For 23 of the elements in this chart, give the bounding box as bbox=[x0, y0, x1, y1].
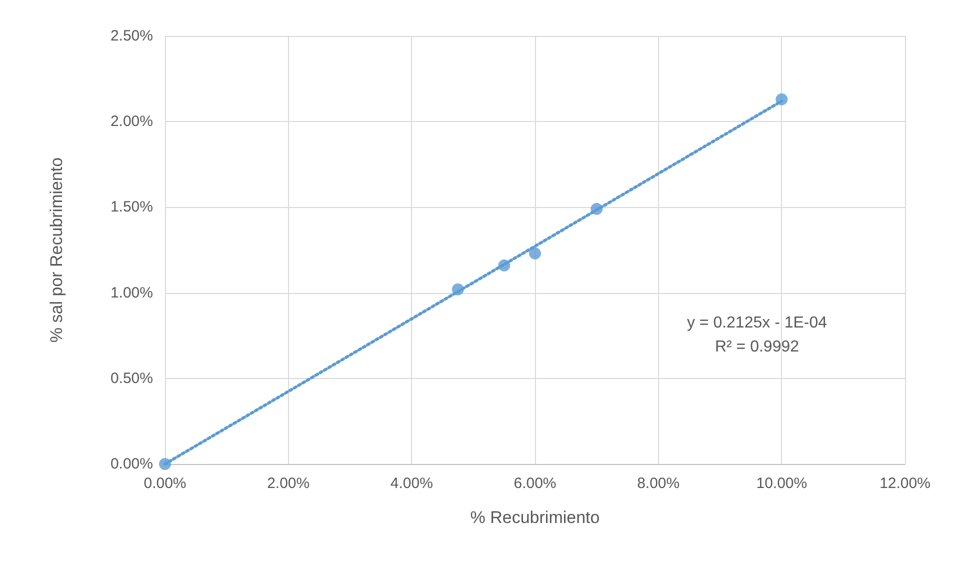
y-tick-label: 1.00% bbox=[110, 284, 153, 302]
point bbox=[159, 458, 171, 470]
annotation: R² = 0.9992 bbox=[714, 338, 800, 356]
y-axis-title: % sal por Recubrimiento bbox=[47, 157, 66, 343]
point bbox=[452, 283, 464, 296]
y-tick-label: 1.50% bbox=[110, 198, 153, 216]
y-tick-label: 2.00% bbox=[110, 113, 153, 130]
point bbox=[529, 247, 541, 260]
x-tick-label: 2.00% bbox=[267, 475, 310, 492]
x-tick-label: 6.00% bbox=[514, 475, 556, 492]
x-tick-label: 4.00% bbox=[390, 475, 433, 492]
point bbox=[498, 259, 510, 272]
x-tick-label: 8.00% bbox=[637, 475, 680, 492]
y-tick-label: 0.00% bbox=[110, 456, 153, 472]
x-tick-label: 0.00% bbox=[144, 475, 186, 492]
y-tick-label: 0.50% bbox=[110, 370, 153, 387]
annotation: y = 0.2125x - 1E-04 bbox=[686, 314, 828, 332]
point bbox=[776, 93, 788, 106]
x-axis-title: % Recubrimiento bbox=[470, 508, 600, 527]
x-tick-label: 10.00% bbox=[756, 475, 808, 492]
x-tick-label: 12.00% bbox=[880, 475, 930, 492]
point bbox=[590, 202, 603, 215]
y-tick-label: 2.50% bbox=[110, 28, 153, 44]
